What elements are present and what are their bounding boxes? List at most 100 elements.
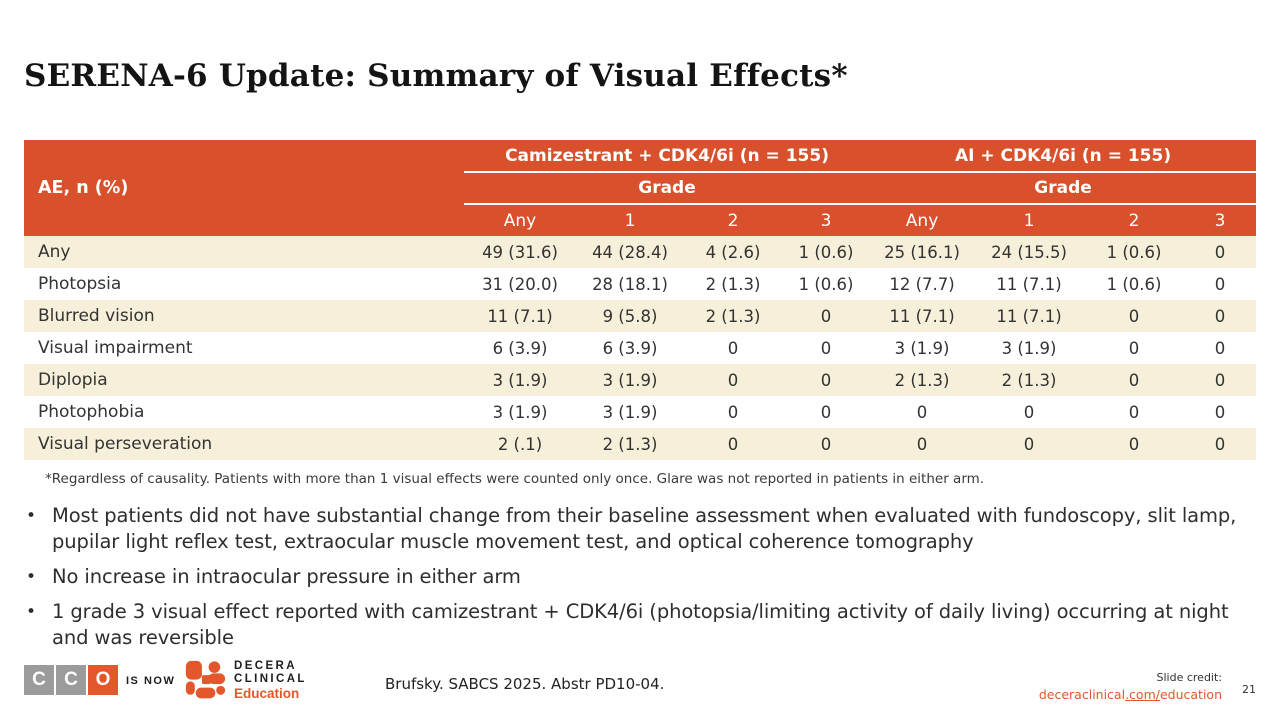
slide-credit-link[interactable]: deceraclinical.com/education <box>1039 687 1222 702</box>
col-header: Any <box>870 204 975 236</box>
table-cell: 0 <box>1184 396 1257 428</box>
table-cell: 2 (1.3) <box>684 300 782 332</box>
ae-label: Blurred vision <box>24 300 464 332</box>
table-cell: 2 (.1) <box>464 428 576 460</box>
slide-credit-link-text: .com/ <box>1125 687 1160 702</box>
group-header-camizestrant: Camizestrant + CDK4/6i (n = 155) <box>464 140 871 173</box>
bullet-item: • 1 grade 3 visual effect reported with … <box>26 599 1260 651</box>
table-cell: 12 (7.7) <box>870 268 975 300</box>
table-cell: 0 <box>1084 300 1185 332</box>
bullet-marker: • <box>26 602 37 622</box>
table-cell: 0 <box>782 396 871 428</box>
table-cell: 0 <box>782 364 871 396</box>
table-grade-header-row: Grade Grade <box>24 172 1257 205</box>
table-row: Diplopia 3 (1.9) 3 (1.9) 0 0 2 (1.3) 2 (… <box>24 364 1257 396</box>
table-cell: 0 <box>684 364 782 396</box>
page-title: SERENA-6 Update: Summary of Visual Effec… <box>24 58 848 94</box>
slide-credit-label: Slide credit: <box>1156 671 1223 684</box>
table-cell: 3 (1.9) <box>870 332 975 364</box>
ae-label: Photopsia <box>24 268 464 300</box>
table-cell: 0 <box>1184 332 1257 364</box>
bullet-list: • Most patients did not have substantial… <box>26 503 1260 660</box>
table-cell: 0 <box>870 428 975 460</box>
grade-header-right: Grade <box>870 172 1257 205</box>
col-header: 1 <box>974 204 1085 236</box>
table-cell: 9 (5.8) <box>576 300 684 332</box>
table-row: Photopsia 31 (20.0) 28 (18.1) 2 (1.3) 1 … <box>24 268 1257 300</box>
slide-credit-link-text: education <box>1159 687 1222 702</box>
table-cell: 3 (1.9) <box>464 364 576 396</box>
table-cell: 0 <box>1084 428 1185 460</box>
table-cell: 3 (1.9) <box>576 396 684 428</box>
table-cell: 0 <box>1084 332 1185 364</box>
visual-effects-table: AE, n (%) Camizestrant + CDK4/6i (n = 15… <box>24 140 1257 460</box>
table-cell: 0 <box>1184 236 1257 268</box>
grade-header-left: Grade <box>464 172 871 205</box>
table-row: Photophobia 3 (1.9) 3 (1.9) 0 0 0 0 0 0 <box>24 396 1257 428</box>
col-header: 2 <box>1084 204 1185 236</box>
table-cell: 1 (0.6) <box>782 268 871 300</box>
bullet-text: 1 grade 3 visual effect reported with ca… <box>52 600 1229 649</box>
table-cell: 0 <box>1184 364 1257 396</box>
table-group-header-row: AE, n (%) Camizestrant + CDK4/6i (n = 15… <box>24 140 1257 236</box>
is-now-label: IS NOW <box>126 675 176 687</box>
table-cell: 49 (31.6) <box>464 236 576 268</box>
table-cell: 11 (7.1) <box>974 300 1085 332</box>
citation: Brufsky. SABCS 2025. Abstr PD10-04. <box>385 675 665 693</box>
table-cell: 2 (1.3) <box>576 428 684 460</box>
table-cell: 0 <box>1084 364 1185 396</box>
bullet-item: • Most patients did not have substantial… <box>26 503 1260 555</box>
bullet-text: Most patients did not have substantial c… <box>52 504 1237 553</box>
cco-logo: C C O <box>24 665 118 695</box>
table-cell: 2 (1.3) <box>684 268 782 300</box>
col-header: 3 <box>782 204 871 236</box>
decera-name-line: CLINICAL <box>234 673 307 685</box>
table-row: Blurred vision 11 (7.1) 9 (5.8) 2 (1.3) … <box>24 300 1257 332</box>
table-cell: 24 (15.5) <box>974 236 1085 268</box>
table-cell: 4 (2.6) <box>684 236 782 268</box>
table-cell: 31 (20.0) <box>464 268 576 300</box>
col-header: 3 <box>1184 204 1257 236</box>
table-cell: 0 <box>684 428 782 460</box>
table-cell: 0 <box>782 428 871 460</box>
table-cell: 0 <box>684 332 782 364</box>
cco-logo-letter: O <box>88 665 118 695</box>
table-cell: 1 (0.6) <box>782 236 871 268</box>
table-cell: 25 (16.1) <box>870 236 975 268</box>
table-cell: 0 <box>782 332 871 364</box>
corner-header: AE, n (%) <box>24 140 464 236</box>
table-footnote: *Regardless of causality. Patients with … <box>45 471 985 487</box>
decera-logo-text: DECERA CLINICAL Education <box>234 660 307 701</box>
decera-logo-icon <box>185 660 226 699</box>
bullet-text: No increase in intraocular pressure in e… <box>52 565 521 588</box>
ae-label: Diplopia <box>24 364 464 396</box>
table-cell: 28 (18.1) <box>576 268 684 300</box>
col-header: 2 <box>684 204 782 236</box>
table-cell: 0 <box>870 396 975 428</box>
decera-logo: DECERA CLINICAL Education <box>185 660 307 701</box>
slide-credit: Slide credit: deceraclinical.com/educati… <box>1039 671 1222 703</box>
table-cell: 11 (7.1) <box>974 268 1085 300</box>
bullet-marker: • <box>26 506 37 526</box>
table-cell: 0 <box>1084 396 1185 428</box>
table-cell: 3 (1.9) <box>576 364 684 396</box>
table-cell: 0 <box>684 396 782 428</box>
table-cell: 6 (3.9) <box>576 332 684 364</box>
table-cell: 44 (28.4) <box>576 236 684 268</box>
table-cell: 1 (0.6) <box>1084 236 1185 268</box>
table-row: Any 49 (31.6) 44 (28.4) 4 (2.6) 1 (0.6) … <box>24 236 1257 268</box>
table-cell: 3 (1.9) <box>464 396 576 428</box>
ae-label: Visual impairment <box>24 332 464 364</box>
decera-name-line: DECERA <box>234 660 297 672</box>
page-number: 21 <box>1242 683 1256 696</box>
table-cell: 0 <box>1184 300 1257 332</box>
table-cell: 3 (1.9) <box>974 332 1085 364</box>
table-cell: 0 <box>974 428 1085 460</box>
table-cell: 1 (0.6) <box>1084 268 1185 300</box>
col-header: 1 <box>576 204 684 236</box>
col-header: Any <box>464 204 576 236</box>
table-cell: 11 (7.1) <box>464 300 576 332</box>
slide-credit-link-text: deceraclinical <box>1038 687 1126 702</box>
ae-label: Any <box>24 236 464 268</box>
